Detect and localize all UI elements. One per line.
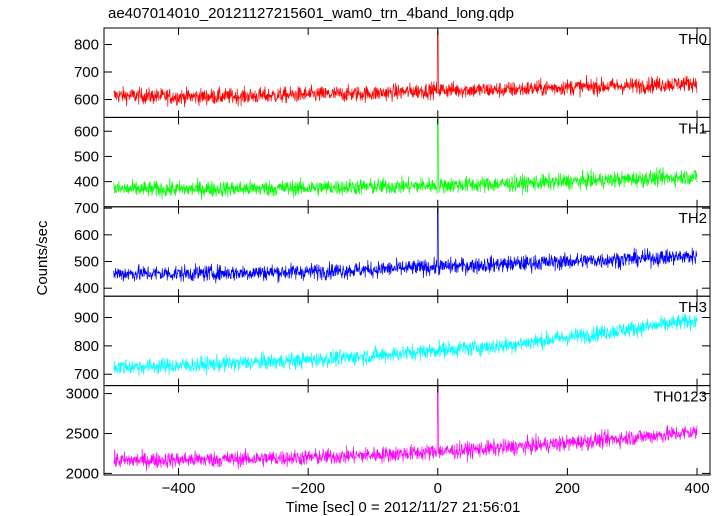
y-axis-label: Counts/sec (34, 220, 51, 296)
y-tick-label: 700 (74, 200, 99, 217)
y-tick-label: 700 (74, 64, 99, 81)
y-tick-label: 2500 (66, 425, 99, 442)
x-axis-label: Time [sec] 0 = 2012/11/27 21:56:01 (286, 499, 521, 516)
x-tick-label: −200 (291, 480, 325, 497)
panel-label-th2: TH2 (679, 210, 707, 227)
y-tick-label: 700 (74, 366, 99, 383)
y-tick-label: 3000 (66, 386, 99, 403)
y-tick-label: 600 (74, 123, 99, 140)
panel-label-th0: TH0 (679, 31, 707, 48)
y-tick-label: 900 (74, 309, 99, 326)
y-tick-label: 2000 (66, 465, 99, 482)
panel-frame-th0 (103, 27, 711, 118)
y-tick-label: 400 (74, 280, 99, 297)
light-curve-th3 (113, 313, 698, 377)
panel-frame-th1 (103, 116, 711, 208)
light-curve-th0 (113, 30, 698, 108)
x-tick-label: 200 (555, 480, 580, 497)
y-tick-label: 600 (74, 227, 99, 244)
panel-label-th3: TH3 (679, 299, 707, 316)
x-tick-label: 0 (434, 480, 442, 497)
panel-frame-th3 (103, 295, 711, 387)
panel-label-th0123: TH0123 (654, 389, 707, 406)
y-tick-label: 600 (74, 92, 99, 109)
y-tick-label: 400 (74, 174, 99, 191)
panel-frame-th0123 (103, 385, 711, 476)
y-tick-label: 800 (74, 37, 99, 54)
light-curve-th0123 (113, 385, 698, 472)
y-tick-label: 800 (74, 338, 99, 355)
panel-frame-th2 (103, 206, 711, 297)
light-curve-th2 (113, 207, 698, 284)
plot-area: 600 700 800 TH0 400 500 600 TH1 400 500 600 700 TH2 7… (66, 27, 711, 497)
panel-label-th1: TH1 (679, 120, 707, 137)
y-tick-label: 500 (74, 254, 99, 271)
y-tick-label: 500 (74, 148, 99, 165)
light-curve-th1 (113, 118, 698, 200)
chart-title: ae407014010_20121127215601_wam0_trn_4ban… (108, 5, 514, 22)
x-tick-label: 400 (685, 480, 710, 497)
x-tick-label: −400 (162, 480, 196, 497)
